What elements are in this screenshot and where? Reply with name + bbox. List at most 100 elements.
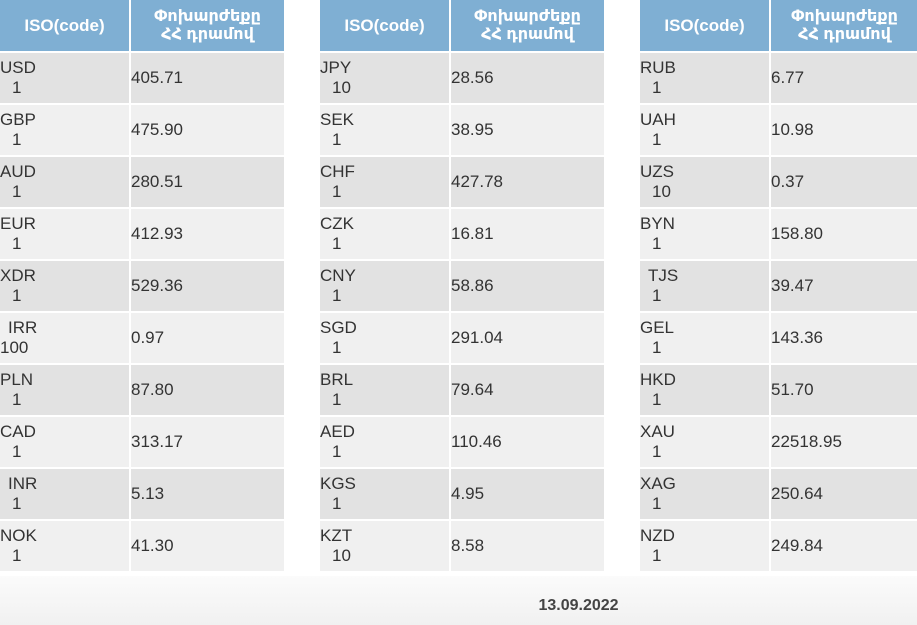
- table-row: CNY 1 58.86: [320, 260, 606, 313]
- table-row: AED 1 110.46: [320, 416, 606, 469]
- table-row: RUB 1 6.77: [640, 52, 917, 105]
- exchange-rate-value: 51.70: [770, 364, 917, 417]
- rates-table-3: ISO(code) Փոխարժեքը ՀՀ դրամով RUB 1 6.77 UAH 1 1…: [640, 0, 917, 573]
- currency-code-cell: NZD 1: [640, 520, 771, 573]
- exchange-rate-value: 4.95: [450, 468, 606, 521]
- table-row: XDR 1 529.36: [0, 260, 286, 313]
- currency-code: CAD: [0, 422, 36, 441]
- currency-code: UZS: [640, 162, 674, 181]
- currency-unit: 1: [12, 442, 22, 461]
- exchange-rate-value: 87.80: [130, 364, 286, 417]
- table-row: TJS 1 39.47: [640, 260, 917, 313]
- exchange-rate-value: 79.64: [450, 364, 606, 417]
- currency-code: XDR: [0, 266, 36, 285]
- currency-code: GEL: [640, 318, 675, 337]
- iso-column-header: ISO(code): [320, 0, 451, 53]
- currency-code: SGD: [320, 318, 357, 337]
- table-row: PLN 1 87.80: [0, 364, 286, 417]
- exchange-rate-value: 28.56: [450, 52, 606, 105]
- table-row: BRL 1 79.64: [320, 364, 606, 417]
- exchange-rate-value: 41.30: [130, 520, 286, 573]
- currency-code-cell: KGS 1: [320, 468, 451, 521]
- currency-code: KZT: [320, 526, 353, 545]
- currency-unit: 1: [652, 130, 662, 149]
- currency-code: HKD: [640, 370, 676, 389]
- table-row: XAG 1 250.64: [640, 468, 917, 521]
- currency-code: BYN: [640, 214, 675, 233]
- exchange-rate-value: 0.37: [770, 156, 917, 209]
- currency-unit: 1: [652, 338, 662, 357]
- currency-code: GBP: [0, 110, 36, 129]
- currency-code: NOK: [0, 526, 37, 545]
- table-row: GBP 1 475.90: [0, 104, 286, 157]
- currency-code: UAH: [640, 110, 676, 129]
- currency-code: CNY: [320, 266, 356, 285]
- currency-code-cell: IRR 100: [0, 312, 131, 365]
- currency-code: NZD: [640, 526, 675, 545]
- table-row: SGD 1 291.04: [320, 312, 606, 365]
- currency-code-cell: CHF 1: [320, 156, 451, 209]
- currency-unit: 1: [12, 130, 22, 149]
- exchange-rate-value: 5.13: [130, 468, 286, 521]
- table-row: IRR 100 0.97: [0, 312, 286, 365]
- currency-code: XAG: [640, 474, 676, 493]
- currency-unit: 1: [12, 546, 22, 565]
- exchange-rate-value: 529.36: [130, 260, 286, 313]
- exchange-rate-value: 38.95: [450, 104, 606, 157]
- table-row: CHF 1 427.78: [320, 156, 606, 209]
- currency-code-cell: BRL 1: [320, 364, 451, 417]
- rate-header-line-1: Փոխարժեքը: [154, 7, 261, 25]
- currency-code: CHF: [320, 162, 355, 181]
- currency-code: INR: [8, 474, 38, 493]
- exchange-rate-value: 6.77: [770, 52, 917, 105]
- table-row: NZD 1 249.84: [640, 520, 917, 573]
- table-row: UAH 1 10.98: [640, 104, 917, 157]
- iso-column-header: ISO(code): [0, 0, 131, 53]
- currency-code-cell: UAH 1: [640, 104, 771, 157]
- table-row: EUR 1 412.93: [0, 208, 286, 261]
- exchange-rate-value: 22518.95: [770, 416, 917, 469]
- currency-code-cell: BYN 1: [640, 208, 771, 261]
- currency-unit: 1: [12, 78, 22, 97]
- rate-header-line-2: ՀՀ դրամով: [798, 25, 891, 43]
- exchange-rate-value: 8.58: [450, 520, 606, 573]
- currency-unit: 1: [332, 234, 342, 253]
- table-row: CZK 1 16.81: [320, 208, 606, 261]
- currency-code: KGS: [320, 474, 356, 493]
- exchange-rate-value: 427.78: [450, 156, 606, 209]
- currency-code-cell: JPY 10: [320, 52, 451, 105]
- currency-unit: 1: [332, 286, 342, 305]
- exchange-rate-value: 412.93: [130, 208, 286, 261]
- currency-code: XAU: [640, 422, 675, 441]
- currency-code: USD: [0, 58, 36, 77]
- currency-unit: 1: [12, 494, 22, 513]
- currency-code: IRR: [8, 318, 38, 337]
- rates-table-1: ISO(code) Փոխարժեքը ՀՀ դրամով USD 1 405.71 GBP…: [0, 0, 286, 573]
- table-row: BYN 1 158.80: [640, 208, 917, 261]
- currency-code: CZK: [320, 214, 354, 233]
- table-row: HKD 1 51.70: [640, 364, 917, 417]
- table-row: CAD 1 313.17: [0, 416, 286, 469]
- exchange-rate-value: 291.04: [450, 312, 606, 365]
- currency-unit: 1: [332, 442, 342, 461]
- exchange-rate-value: 39.47: [770, 260, 917, 313]
- currency-unit: 1: [652, 234, 662, 253]
- currency-unit: 1: [332, 390, 342, 409]
- exchange-rate-value: 405.71: [130, 52, 286, 105]
- currency-unit: 1: [12, 182, 22, 201]
- currency-code-cell: RUB 1: [640, 52, 771, 105]
- currency-unit: 1: [332, 338, 342, 357]
- currency-code-cell: SGD 1: [320, 312, 451, 365]
- footer-bar: [0, 576, 917, 625]
- currency-unit: 1: [652, 546, 662, 565]
- currency-code-cell: SEK 1: [320, 104, 451, 157]
- table-row: NOK 1 41.30: [0, 520, 286, 573]
- currency-code-cell: TJS 1: [640, 260, 771, 313]
- currency-code-cell: XDR 1: [0, 260, 131, 313]
- rates-table-2: ISO(code) Փոխարժեքը ՀՀ դրամով JPY 10 28.56 SEK…: [320, 0, 606, 573]
- table-row: JPY 10 28.56: [320, 52, 606, 105]
- currency-unit: 1: [652, 78, 662, 97]
- exchange-rate-value: 158.80: [770, 208, 917, 261]
- header-row: ISO(code) Փոխարժեքը ՀՀ դրամով: [640, 0, 917, 53]
